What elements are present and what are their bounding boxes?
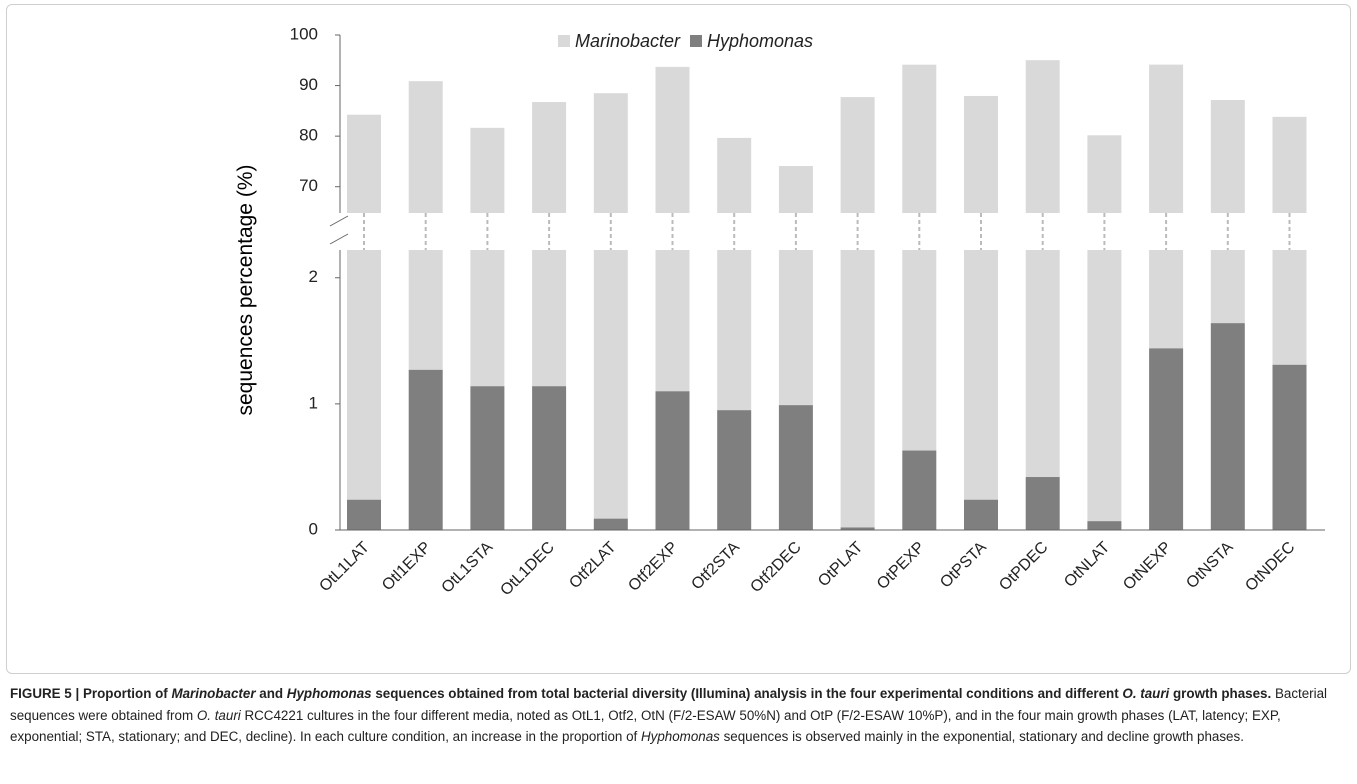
x-tick-label: Otf2EXP [625, 539, 681, 595]
x-tick-label: OtNSTA [1183, 539, 1237, 593]
caption-run: O. tauri [1122, 686, 1170, 701]
y-axis-label: sequences percentage (%) [234, 165, 257, 416]
caption-run: Marinobacter [171, 686, 256, 701]
bar-segment [532, 250, 567, 387]
caption-run: and [255, 686, 287, 701]
bar-segment [778, 166, 813, 213]
y-tick-label: 0 [309, 519, 318, 538]
bar-segment [470, 127, 505, 213]
bar-segment [1087, 521, 1122, 530]
bar-segment [717, 137, 752, 213]
legend-label: Marinobacter [575, 31, 681, 51]
x-tick-label: Otf2DEC [747, 539, 804, 596]
caption-run: growth phases. [1169, 686, 1272, 701]
bar-segment [902, 450, 937, 530]
bar-segment [840, 250, 875, 528]
bar-segment [655, 391, 690, 530]
chart: sequences percentage (%) 0 1 2 70 80 90 100 OtL… [234, 24, 1325, 599]
caption-run: sequences obtained from total bacterial … [371, 686, 1123, 701]
bar-segment [1149, 348, 1184, 530]
x-tick-label: OtPDEC [996, 539, 1051, 594]
caption-run: Bacterial sequences were obtained from [10, 686, 1328, 723]
bar-segment [470, 386, 505, 530]
bar-segment [1210, 250, 1245, 324]
figure-frame [6, 4, 1351, 674]
bar-segment [778, 250, 813, 406]
bar-segment [593, 93, 628, 213]
x-tick-label: OtPLAT [815, 539, 867, 591]
bar-segment [347, 114, 381, 213]
axis-break [329, 215, 349, 227]
caption-run: RCC4221 cultures in the four different m… [10, 707, 1281, 745]
y-tick-label: 90 [299, 75, 318, 94]
bar-segment [1272, 250, 1307, 365]
x-tick-label: OtL1DEC [497, 539, 557, 599]
x-tick-label: OtPSTA [937, 539, 990, 592]
caption-run: Hyphomonas [286, 686, 372, 701]
bar-segment [840, 527, 875, 530]
x-tick-label: OtL1STA [439, 539, 497, 597]
bar-segment [964, 95, 998, 213]
legend-label: Hyphomonas [707, 31, 813, 51]
caption-run: Hyphomonas [640, 729, 720, 744]
bar-segment [1087, 250, 1122, 522]
y-tick-label: 70 [299, 176, 318, 195]
bar-segment [1149, 250, 1184, 349]
y-tick-label: 1 [309, 393, 318, 412]
bar-segment [655, 66, 690, 213]
x-tick-label: OtL1LAT [316, 539, 373, 596]
y-tick-label: 100 [290, 24, 318, 43]
bar-segment [902, 250, 937, 451]
x-tick-label: Otl1EXP [379, 539, 434, 594]
bar-segment [1025, 250, 1060, 478]
axis-break [329, 233, 349, 245]
bar-segment [1272, 364, 1307, 530]
y-tick-label: 2 [309, 267, 318, 286]
bar-segment [1149, 64, 1184, 213]
bar-segment [840, 97, 875, 213]
bar-segment [964, 499, 998, 530]
caption: FIGURE 5 | Proportion of Marinobacter an… [10, 683, 1345, 748]
legend-swatch [690, 35, 702, 47]
bar-segment [470, 250, 505, 387]
legend-swatch [558, 35, 570, 47]
x-tick-label: Otf2STA [688, 539, 743, 594]
x-tick-label: OtNDEC [1242, 539, 1298, 595]
bar-segment [1210, 100, 1245, 213]
y-tick-label: 80 [299, 126, 318, 145]
bar-segment [532, 102, 567, 213]
caption-run: O. tauri [196, 707, 241, 723]
bar-segment [1025, 60, 1060, 213]
x-tick-label: OtPEXP [874, 539, 928, 593]
bar-segment [1025, 477, 1060, 530]
bar-segment [593, 518, 628, 530]
bar-segment [408, 81, 443, 213]
bar-segment [778, 405, 813, 530]
bar-segment [408, 369, 443, 530]
bar-segment [902, 64, 937, 213]
bar-segment [1210, 323, 1245, 530]
bar-segment [347, 499, 381, 530]
bar-segment [1272, 116, 1307, 213]
bar-segment [532, 386, 567, 530]
bar-segment [347, 250, 381, 500]
bar-segment [655, 250, 690, 392]
bar-segment [408, 250, 443, 370]
bar-segment [717, 250, 752, 411]
x-tick-label: OtNLAT [1061, 539, 1113, 591]
bar-segment [593, 250, 628, 519]
bar-segment [964, 250, 998, 500]
bar-segment [717, 410, 752, 530]
x-tick-label: OtNEXP [1120, 539, 1175, 594]
caption-run: sequences is observed mainly in the expo… [719, 729, 1244, 744]
caption-run: FIGURE 5 | Proportion of [10, 686, 172, 701]
bar-segment [1087, 135, 1122, 213]
x-tick-label: Otf2LAT [566, 539, 619, 592]
